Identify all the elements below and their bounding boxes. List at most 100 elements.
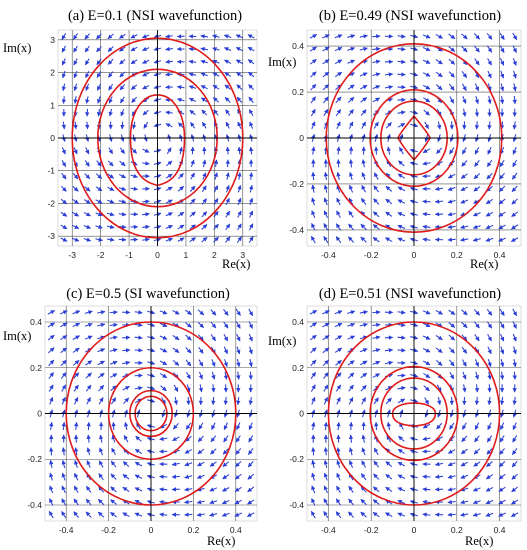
panel-a-field-arrow bbox=[143, 121, 149, 129]
panel-b-field-arrow bbox=[385, 211, 393, 217]
panel-c-field-arrow bbox=[97, 310, 106, 315]
panel-a-field-arrow bbox=[108, 96, 113, 104]
panel-d-field-arrow bbox=[447, 449, 456, 454]
panel-b-field-arrow bbox=[323, 223, 329, 231]
panel-d-field-arrow bbox=[422, 310, 431, 315]
panel-b-field-arrow bbox=[472, 212, 481, 217]
panel-c-field-arrow bbox=[236, 371, 241, 380]
panel-d-field-arrow bbox=[499, 435, 505, 443]
panel-c-field-arrow bbox=[49, 459, 54, 468]
panel-d-field-arrow bbox=[487, 359, 492, 368]
panel-d-field-arrow bbox=[348, 396, 354, 405]
panel-b-field-arrow bbox=[397, 122, 406, 128]
panel-b-field-arrow bbox=[372, 85, 381, 90]
panel-c-field-arrow bbox=[72, 360, 80, 366]
panel-b-field-arrow bbox=[487, 146, 492, 155]
panel-d-field-arrow bbox=[336, 421, 341, 431]
panel-d-field-arrow bbox=[397, 448, 405, 455]
panel-c-field-arrow bbox=[184, 499, 193, 505]
panel-b-field-arrow bbox=[486, 32, 493, 40]
panel-d-field-arrow bbox=[461, 435, 468, 443]
panel-b-field-arrow bbox=[348, 223, 354, 231]
panel-d-field-arrow bbox=[384, 348, 394, 353]
panel-a-field-arrow bbox=[176, 97, 185, 103]
panel-a-ytick-label: 0 bbox=[50, 133, 55, 143]
panel-c-field-arrow bbox=[48, 372, 54, 379]
panel-b-field-arrow bbox=[447, 173, 456, 179]
panel-a-field-arrow bbox=[225, 210, 231, 218]
panel-c-ylabel: Im(x) bbox=[3, 329, 31, 343]
panel-a-field-arrow bbox=[248, 197, 254, 206]
panel-d-field-arrow bbox=[361, 460, 367, 468]
panel-a-field-arrow bbox=[119, 147, 125, 155]
panel-a-ytick-label: -3 bbox=[47, 231, 55, 241]
panel-b-field-arrow bbox=[512, 159, 518, 168]
panel-c-field-arrow bbox=[110, 473, 117, 480]
panel-d-field-arrow bbox=[385, 473, 393, 480]
panel-c-field-arrow bbox=[211, 359, 216, 367]
panel-c-field-arrow bbox=[74, 472, 79, 481]
panel-c-field-arrow bbox=[211, 371, 216, 380]
panel-c-field-arrow bbox=[47, 322, 55, 328]
panel-b-field-arrow bbox=[398, 160, 405, 167]
panel-c-field-arrow bbox=[247, 486, 255, 493]
panel-b-field-arrow bbox=[323, 171, 329, 181]
panel-d-field-arrow bbox=[373, 473, 380, 480]
panel-d-ytick-label: -0.4 bbox=[289, 500, 304, 510]
panel-b-field-arrow bbox=[437, 121, 442, 130]
panel-c-field-arrow bbox=[184, 474, 193, 479]
panel-d-field-arrow bbox=[361, 397, 367, 405]
panel-a-field-arrow bbox=[212, 59, 220, 64]
panel-b-axes bbox=[307, 30, 521, 246]
panel-a-field-arrow bbox=[73, 70, 78, 79]
panel-d-field-arrow bbox=[397, 487, 406, 492]
panel-d-field-arrow bbox=[373, 397, 379, 405]
panel-c-field-arrow bbox=[235, 321, 241, 329]
panel-b-field-arrow bbox=[485, 198, 494, 205]
panel-d-field-arrow bbox=[448, 347, 455, 354]
panel-c-field-arrow bbox=[159, 487, 168, 492]
panel-b-field-arrow bbox=[372, 46, 381, 52]
panel-a-field-arrow bbox=[237, 197, 242, 206]
panel-c-field-arrow bbox=[223, 396, 229, 406]
panel-d-field-arrow bbox=[397, 512, 406, 517]
panel-c-field-arrow bbox=[248, 359, 253, 368]
panel-a-field-arrow bbox=[166, 147, 172, 155]
panel-d-field-arrow bbox=[512, 308, 518, 317]
panel-c-field-arrow bbox=[222, 474, 230, 480]
panel-b-field-arrow bbox=[485, 224, 494, 230]
panel-c-field-arrow bbox=[74, 460, 79, 468]
panel-c-field-arrow bbox=[111, 447, 116, 456]
panel-a-field-arrow bbox=[142, 199, 150, 204]
panel-b-field-arrow bbox=[323, 210, 329, 218]
panel-d-field-arrow bbox=[348, 384, 354, 392]
panel-c-field-arrow bbox=[210, 448, 217, 455]
panel-b-field-arrow bbox=[512, 32, 518, 41]
panel-d-field-arrow bbox=[348, 498, 354, 506]
panel-b-field-arrow bbox=[422, 59, 431, 64]
panel-b-field-arrow bbox=[310, 108, 316, 117]
panel-d-field-arrow bbox=[422, 348, 431, 353]
panel-d-field-arrow bbox=[474, 384, 480, 393]
panel-c-field-arrow bbox=[248, 333, 253, 342]
panel-d-field-arrow bbox=[322, 335, 330, 341]
panel-d-field-arrow bbox=[335, 498, 342, 506]
panel-a-field-arrow bbox=[72, 185, 79, 192]
panel-a-xtick-label: 0 bbox=[155, 250, 160, 260]
panel-c-field-arrow bbox=[172, 436, 180, 442]
panel-b-field-arrow bbox=[397, 186, 406, 192]
panel-d-field-arrow bbox=[486, 321, 493, 329]
panel-b-field-arrow bbox=[323, 96, 329, 104]
panel-b-field-arrow bbox=[461, 160, 468, 167]
panel-a-field-arrow bbox=[248, 236, 254, 244]
panel-c-field-arrow bbox=[134, 335, 143, 340]
panel-a-field-arrow bbox=[200, 97, 208, 103]
panel-d-field-arrow bbox=[397, 474, 406, 479]
panel-b-field-arrow bbox=[486, 172, 493, 180]
panel-c-field-arrow bbox=[235, 461, 242, 468]
panel-c-field-arrow bbox=[86, 397, 91, 405]
panel-c-field-arrow bbox=[122, 512, 130, 518]
panel-a-field-arrow bbox=[95, 199, 103, 204]
panel-d-field-arrow bbox=[512, 346, 517, 355]
panel-b-field-arrow bbox=[435, 84, 443, 91]
